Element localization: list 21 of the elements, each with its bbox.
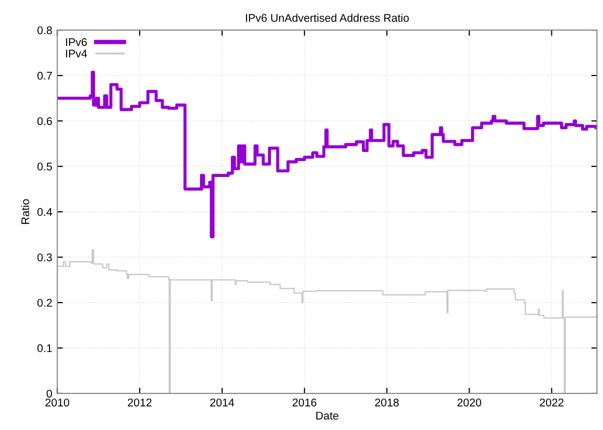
y-tick-label: 0.2 xyxy=(37,298,52,307)
y-tick-label: 0 xyxy=(46,390,52,398)
y-tick-label: 0.7 xyxy=(37,72,52,80)
x-tick-label: 2016 xyxy=(292,398,316,406)
y-tick-label: 0.8 xyxy=(37,26,52,34)
y-axis-title: Ratio xyxy=(21,199,30,224)
y-tick-label: 0.6 xyxy=(37,117,52,126)
x-tick-label: 2012 xyxy=(128,398,152,406)
y-tick-label: 0.5 xyxy=(37,162,52,170)
chart-title: IPv6 UnAdvertised Address Ratio xyxy=(246,14,409,22)
legend-label: IPv6 xyxy=(66,38,87,46)
x-tick-label: 2020 xyxy=(457,398,482,406)
x-tick-label: 2022 xyxy=(540,398,564,406)
x-axis-title: Date xyxy=(316,412,338,420)
x-tick-label: 2018 xyxy=(375,398,399,406)
x-tick-label: 2014 xyxy=(210,398,234,406)
y-tick-label: 0.4 xyxy=(37,208,52,216)
legend-label: IPv4 xyxy=(66,50,87,58)
x-tick-label: 2010 xyxy=(45,398,70,406)
y-tick-label: 0.3 xyxy=(37,253,52,262)
y-tick-label: 0.1 xyxy=(37,344,52,352)
